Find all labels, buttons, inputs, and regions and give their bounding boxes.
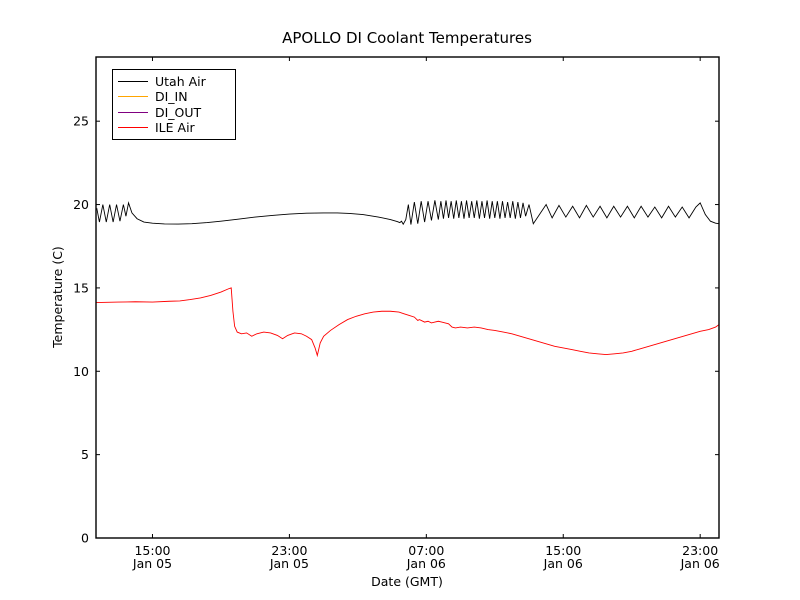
- legend-label: Utah Air: [155, 74, 206, 89]
- legend-label: DI_OUT: [155, 104, 202, 120]
- y-tick-label: 15: [73, 280, 89, 295]
- legend-item: ILE Air: [118, 120, 229, 135]
- x-axis-label: Date (GMT): [371, 574, 443, 589]
- plot-frame: [95, 56, 720, 539]
- legend-item: DI_OUT: [118, 105, 229, 120]
- y-tick-label: 5: [81, 447, 89, 462]
- y-tick-label: 20: [73, 197, 89, 212]
- legend-line-swatch: [118, 96, 148, 98]
- legend-line-swatch: [118, 81, 148, 82]
- x-tick-label-time: 23:00: [271, 543, 307, 558]
- series-group: [95, 200, 720, 539]
- x-tick-label-date: Jan 05: [132, 556, 172, 571]
- legend-label: DI_IN: [155, 89, 188, 105]
- y-tick-label: 10: [73, 364, 89, 379]
- x-tick-label-date: Jan 05: [269, 556, 309, 571]
- legend-item: Utah Air: [118, 74, 229, 89]
- x-tick-label-time: 15:00: [545, 543, 581, 558]
- x-tick-label-date: Jan 06: [680, 556, 720, 571]
- x-tick-label-date: Jan 06: [543, 556, 583, 571]
- y-tick-label: 25: [73, 114, 89, 129]
- x-tick-label-time: 15:00: [134, 543, 170, 558]
- legend-label: ILE Air: [155, 119, 195, 135]
- x-tick-label-time: 07:00: [408, 543, 444, 558]
- y-axis-label: Temperature (C): [50, 246, 65, 349]
- legend-line-swatch: [118, 111, 148, 113]
- legend-line-swatch: [118, 126, 148, 128]
- x-tick-label-time: 23:00: [682, 543, 718, 558]
- legend: Utah Air DI_IN DI_OUT ILE Air: [112, 69, 236, 140]
- legend-item: DI_IN: [118, 89, 229, 104]
- chart-title: APOLLO DI Coolant Temperatures: [282, 29, 532, 47]
- y-tick-label: 0: [81, 531, 89, 546]
- series-line-utah-air: [95, 200, 720, 226]
- series-line-ile-air: [95, 287, 720, 358]
- x-tick-label-date: Jan 06: [406, 556, 446, 571]
